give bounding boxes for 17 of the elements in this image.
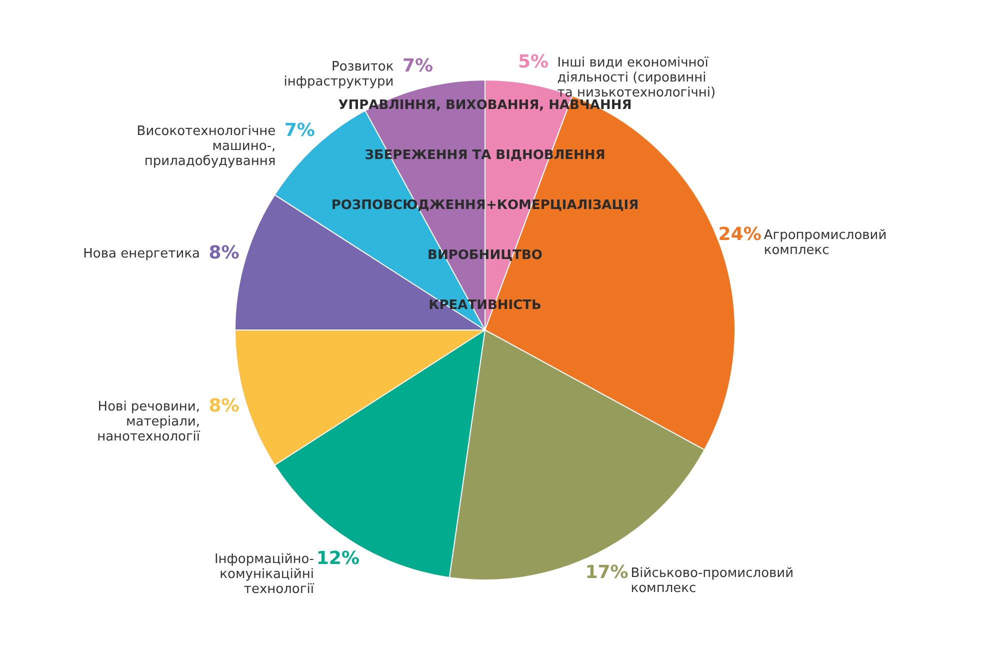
slice-label: Нові речовини, матеріали, нанотехнології — [97, 400, 200, 445]
data-label: 12% — [316, 548, 360, 569]
data-label: 7% — [284, 120, 315, 141]
slice-label: Розвиток інфраструктури — [284, 59, 394, 90]
text: КРЕАТИВНІСТЬ — [428, 298, 542, 313]
slice-label: Високотехнологічне машино-, приладобудування — [136, 124, 276, 169]
data-label: 5% — [518, 51, 549, 72]
data-label: 8% — [208, 242, 240, 264]
slice-label: Інформаційно- комунікаційні технології — [214, 552, 314, 597]
slice-label: Агропромисловий комплекс — [764, 228, 887, 258]
data-label: 7% — [402, 55, 434, 76]
data-label: 17% — [585, 562, 628, 584]
data-label: 8% — [208, 396, 240, 417]
data-label: 24% — [718, 224, 762, 245]
slice-label: Нова енергетика — [83, 246, 200, 262]
slice-label: Військово-промисловий комплекс — [630, 566, 794, 596]
text: РОЗПОВСЮДЖЕННЯ+КОМЕРЦІАЛІЗАЦІЯ — [331, 198, 639, 213]
